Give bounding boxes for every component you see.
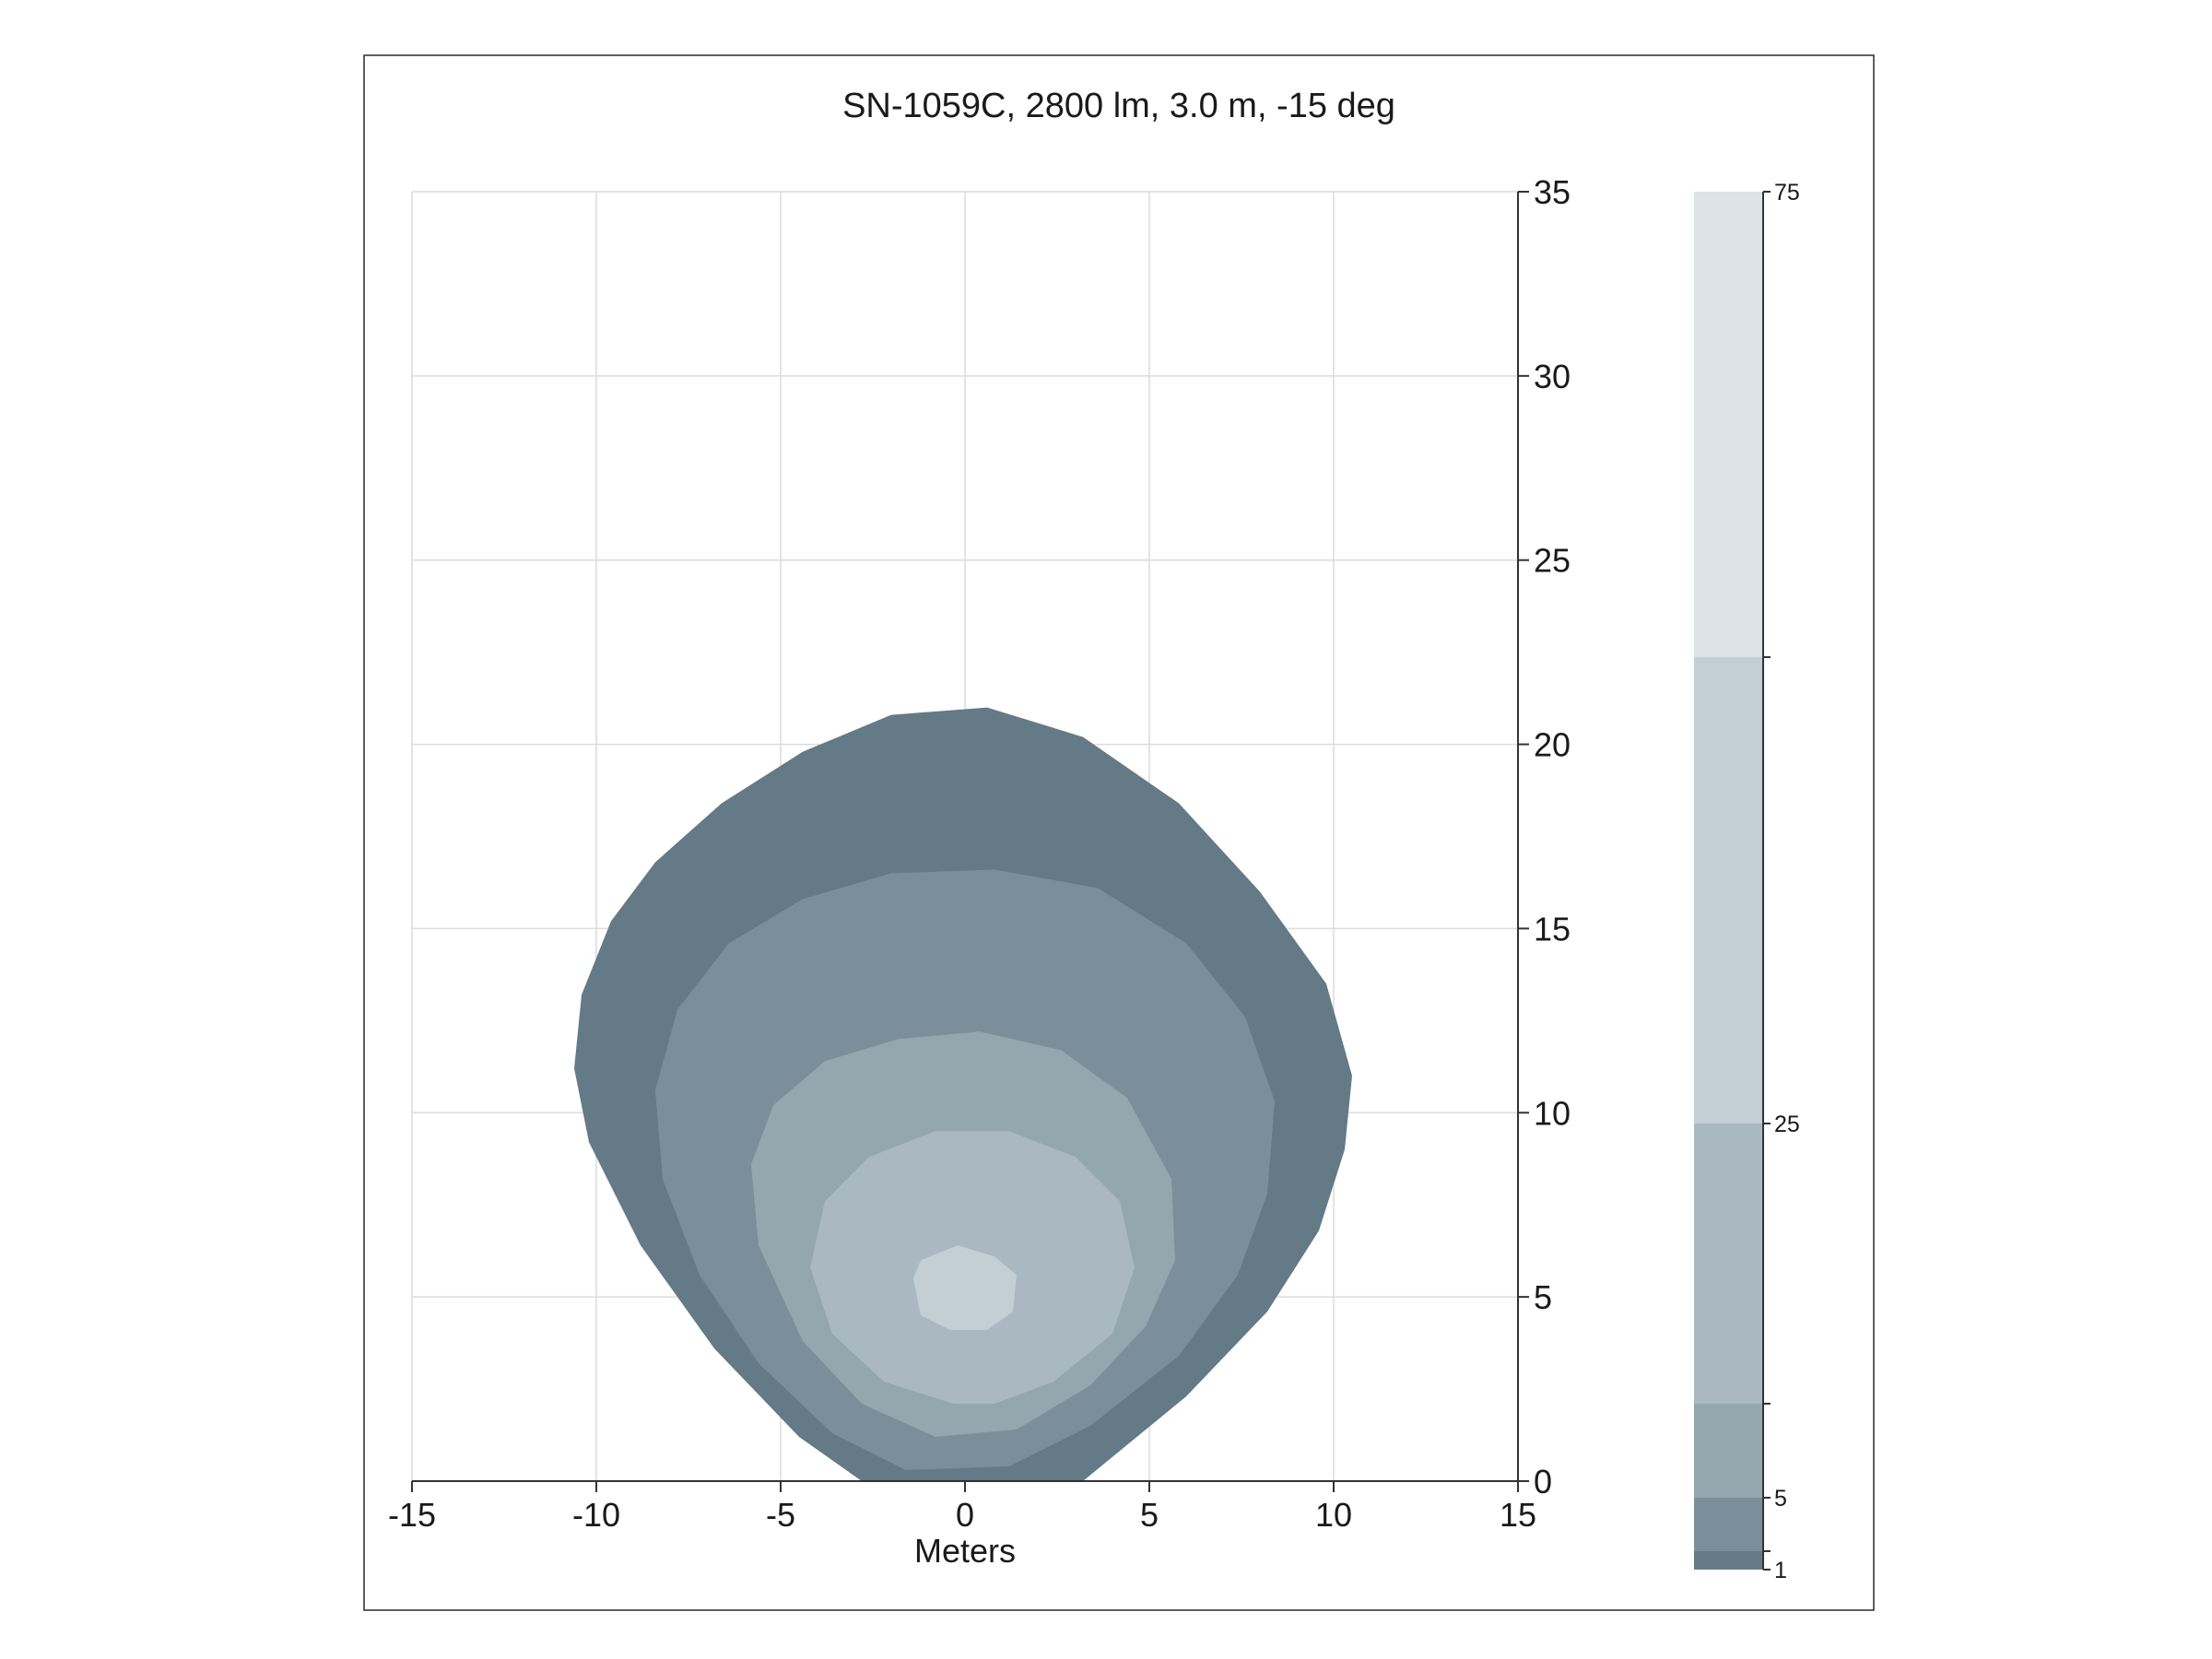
y-tick-label-6: 30 — [1534, 358, 1571, 395]
y-tick-label-0: 0 — [1534, 1463, 1552, 1500]
x-tick-label-6: 15 — [1500, 1496, 1536, 1534]
x-tick-label-5: 10 — [1315, 1496, 1352, 1534]
colorbar-band-1 — [1694, 1498, 1763, 1551]
colorbar-band-5 — [1694, 192, 1763, 657]
colorbar-band-2 — [1694, 1404, 1763, 1498]
colorbar-tick-label-3: 75 — [1774, 180, 1800, 206]
x-tick-label-3: 0 — [956, 1496, 974, 1534]
contour-region-4 — [913, 1245, 1017, 1331]
chart-title: SN-1059C, 2800 lm, 3.0 m, -15 deg — [842, 87, 1395, 125]
y-tick-label-2: 10 — [1534, 1094, 1571, 1132]
y-tick-label-1: 5 — [1534, 1278, 1552, 1316]
colorbar-band-3 — [1694, 1124, 1763, 1404]
colorbar-tick-label-2: 25 — [1774, 1112, 1800, 1137]
colorbar-band-4 — [1694, 657, 1763, 1124]
x-tick-label-1: -10 — [572, 1496, 620, 1534]
colorbar: 1 5 25 75 — [1694, 180, 1800, 1583]
y-tick-label-5: 25 — [1534, 542, 1571, 580]
contour-regions — [574, 707, 1352, 1481]
y-tick-label-7: 35 — [1534, 173, 1571, 211]
colorbar-tick-label-1: 5 — [1774, 1486, 1787, 1512]
y-tick-label-4: 20 — [1534, 726, 1571, 764]
colorbar-band-0 — [1694, 1551, 1763, 1570]
x-tick-label-2: -5 — [766, 1496, 795, 1534]
y-tick-label-3: 15 — [1534, 910, 1571, 947]
colorbar-tick-label-0: 1 — [1774, 1558, 1787, 1583]
x-axis-label: Meters — [914, 1532, 1016, 1570]
x-tick-label-0: -15 — [388, 1496, 436, 1534]
x-tick-label-4: 5 — [1140, 1496, 1159, 1534]
